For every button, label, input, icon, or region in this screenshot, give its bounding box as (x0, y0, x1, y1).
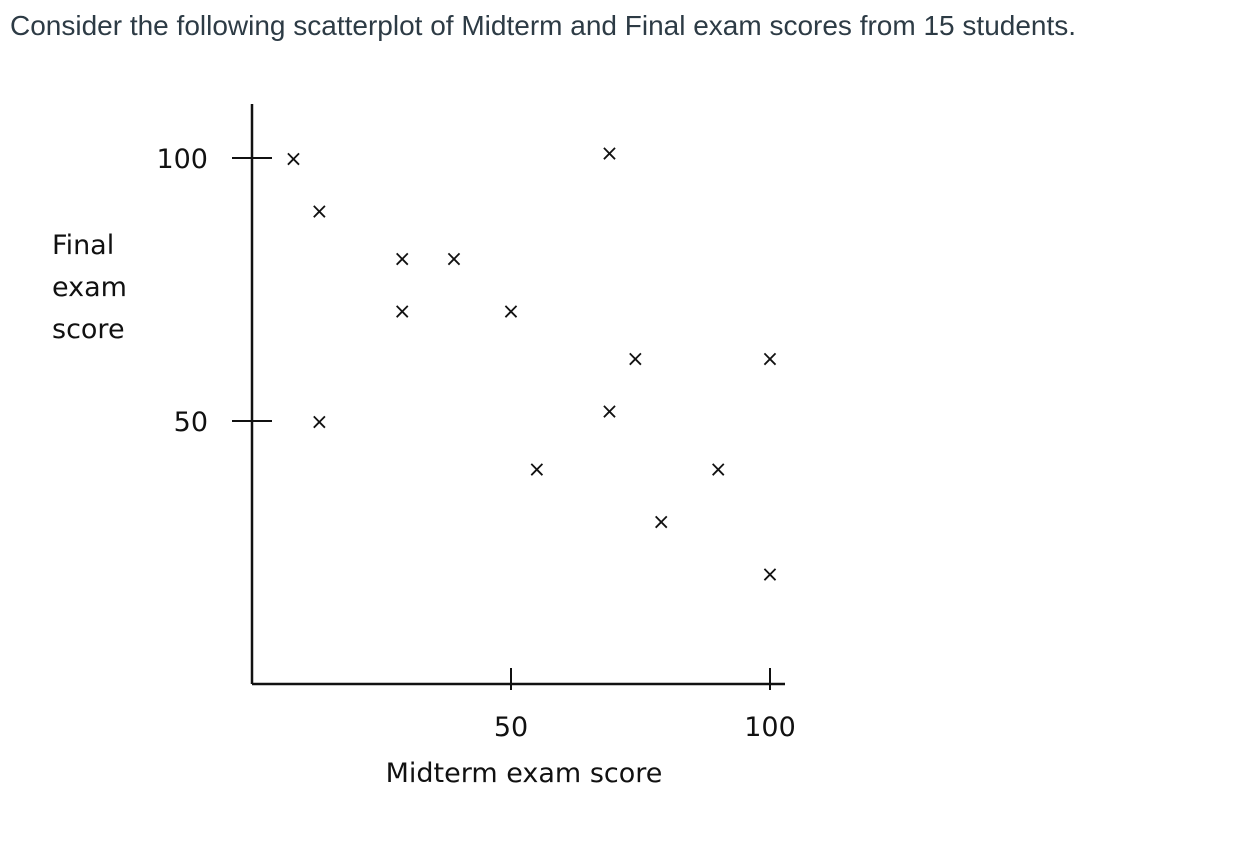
data-point-5: × (445, 247, 463, 272)
data-point-1: × (284, 147, 302, 172)
y-tick-label-100: 100 (156, 144, 208, 175)
data-point-6: × (393, 300, 411, 325)
question-text: Consider the following scatterplot of Mi… (10, 10, 1077, 41)
data-point-15: × (761, 563, 779, 588)
data-point-2: × (600, 142, 618, 167)
data-point-11: × (600, 399, 618, 424)
y-tick-label-50: 50 (174, 407, 208, 438)
x-tick-label-50: 50 (494, 712, 528, 743)
y-axis-label: Final exam score (52, 230, 127, 345)
y-axis-label-line-3: score (52, 314, 125, 345)
tick-labels: 50 100 50 100 (156, 144, 795, 743)
data-point-4: × (393, 247, 411, 272)
data-point-10: × (310, 410, 328, 435)
x-axis-label: Midterm exam score (386, 758, 663, 789)
data-point-3: × (310, 200, 328, 225)
data-point-9: × (761, 347, 779, 372)
axis-ticks (232, 157, 771, 690)
data-point-14: × (652, 510, 670, 535)
y-axis-label-line-1: Final (52, 230, 114, 261)
data-points: × × × × × × × × × × × × × × × (284, 142, 779, 588)
data-point-12: × (528, 457, 546, 482)
x-tick-label-100: 100 (744, 712, 796, 743)
data-point-8: × (626, 347, 644, 372)
y-axis-label-line-2: exam (52, 272, 127, 303)
axes (250, 104, 785, 686)
data-point-13: × (709, 457, 727, 482)
data-point-7: × (502, 300, 520, 325)
